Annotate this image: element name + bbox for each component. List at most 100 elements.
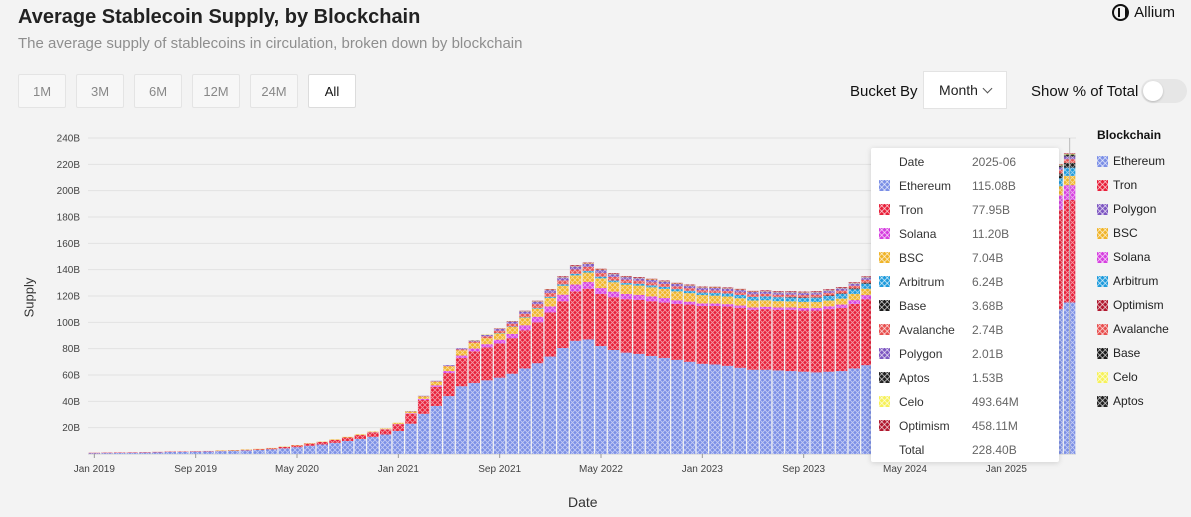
bar-segment-hatch	[721, 288, 734, 291]
bar-segment-hatch	[126, 452, 138, 454]
bar-segment-hatch	[493, 333, 506, 340]
bar-segment-hatch	[481, 380, 493, 454]
bar-segment-hatch	[430, 381, 442, 386]
bar-segment-hatch	[367, 436, 379, 454]
bar-segment-hatch	[772, 294, 784, 298]
diagonal-swatch	[1097, 275, 1108, 287]
bar-segment-hatch	[544, 297, 556, 307]
legend-item-tron[interactable]: Tron	[1097, 173, 1169, 197]
y-tick-label: 20B	[62, 423, 80, 434]
bar-segment-hatch	[709, 287, 721, 291]
bar-segment-hatch	[861, 299, 873, 366]
bar-segment-hatch	[861, 276, 873, 277]
bar-segment-hatch	[620, 276, 632, 280]
bar-segment-hatch	[367, 431, 379, 433]
bar-segment-hatch	[721, 365, 734, 454]
bar-segment-hatch	[493, 343, 506, 378]
bar-segment-hatch	[531, 308, 544, 317]
legend-item-solana[interactable]: Solana	[1097, 245, 1169, 269]
bar-segment-hatch	[823, 300, 835, 307]
tooltip-row-avalanche: Avalanche 2.74B	[871, 318, 1059, 342]
tooltip-series-name: Celo	[899, 395, 924, 409]
bar-segment-hatch	[772, 292, 784, 295]
bar-segment-hatch	[354, 438, 366, 454]
tooltip-series-value: 11.20B	[972, 227, 1010, 241]
bar-segment-hatch	[683, 361, 696, 454]
range-button-all[interactable]: All	[308, 74, 356, 108]
range-button-3m[interactable]: 3M	[76, 74, 124, 108]
x-axis-title: Date	[568, 494, 598, 510]
range-button-6m[interactable]: 6M	[134, 74, 182, 108]
bar-segment-hatch	[468, 340, 480, 342]
bar-segment-hatch	[443, 365, 455, 367]
bar-segment-hatch	[835, 298, 848, 305]
legend-item-optimism[interactable]: Optimism	[1097, 293, 1169, 317]
tooltip-series-value: 6.24B	[972, 275, 1004, 289]
bar-segment-hatch	[544, 289, 556, 290]
tooltip-row-arbitrum: Arbitrum 6.24B	[871, 270, 1059, 294]
bar-segment-hatch	[455, 357, 468, 387]
x-tick-label: Jan 2021	[378, 464, 420, 475]
range-button-1m[interactable]: 1M	[18, 74, 66, 108]
bar-segment-hatch	[531, 316, 544, 323]
bar-segment-hatch	[455, 355, 468, 358]
legend-item-label: Avalanche	[1113, 322, 1169, 336]
bar-segment-hatch	[633, 280, 645, 284]
bar-segment-hatch	[265, 448, 278, 450]
tooltip-swatch-icon	[879, 180, 890, 191]
bar-segment-hatch	[721, 290, 734, 294]
legend-item-polygon[interactable]: Polygon	[1097, 197, 1169, 221]
bar-segment-hatch	[709, 292, 721, 296]
legend-item-aptos[interactable]: Aptos	[1097, 389, 1169, 413]
bar-segment-hatch	[582, 263, 594, 267]
bar-segment-hatch	[645, 301, 658, 356]
bar-segment-hatch	[759, 296, 772, 301]
bar-segment-hatch	[645, 287, 658, 297]
bar-segment-hatch	[468, 351, 480, 383]
bar-segment-hatch	[658, 280, 670, 282]
bar-segment-hatch	[506, 323, 518, 327]
crosshatch-swatch	[1097, 251, 1108, 263]
legend-item-label: Arbitrum	[1113, 274, 1159, 288]
bucket-by-select[interactable]: Month	[923, 71, 1007, 109]
tooltip-swatch-icon	[879, 372, 890, 383]
bar-segment-hatch	[709, 290, 721, 293]
bar-segment-hatch	[278, 447, 290, 449]
bar-segment-hatch	[658, 357, 670, 454]
bar-segment-hatch	[810, 310, 822, 373]
grid-swatch	[1097, 371, 1108, 383]
legend-item-avalanche[interactable]: Avalanche	[1097, 317, 1169, 341]
legend-item-base[interactable]: Base	[1097, 341, 1169, 365]
legend-item-label: Optimism	[1113, 298, 1164, 312]
legend-item-celo[interactable]: Celo	[1097, 365, 1169, 389]
y-tick-label: 60B	[62, 371, 80, 382]
legend-item-bsc[interactable]: BSC	[1097, 221, 1169, 245]
bar-segment-hatch	[633, 277, 645, 278]
bar-segment-hatch	[240, 449, 252, 451]
bar-segment-hatch	[316, 442, 328, 445]
bar-segment-hatch	[607, 280, 620, 283]
show-percent-toggle[interactable]	[1141, 79, 1187, 103]
range-button-24m[interactable]: 24M	[250, 74, 298, 108]
bar-segment-hatch	[531, 301, 544, 305]
legend-item-arbitrum[interactable]: Arbitrum	[1097, 269, 1169, 293]
bar-segment-hatch	[607, 297, 620, 350]
bar-segment-hatch	[202, 451, 214, 454]
bar-segment-hatch	[519, 368, 531, 454]
bar-segment-hatch	[734, 298, 746, 306]
bar-segment-hatch	[861, 282, 873, 284]
bar-segment-hatch	[696, 286, 708, 288]
y-tick-label: 200B	[57, 186, 81, 197]
bar-segment-hatch	[633, 285, 645, 295]
tooltip-row-bsc: BSC 7.04B	[871, 246, 1059, 270]
bar-segment-hatch	[671, 359, 683, 454]
bar-segment-hatch	[747, 290, 759, 292]
bucket-by-value: Month	[939, 82, 978, 98]
bar-segment-hatch	[797, 295, 810, 298]
bar-segment-hatch	[810, 294, 822, 298]
y-tick-label: 40B	[62, 397, 80, 408]
y-axis-title: Supply	[21, 277, 37, 318]
range-button-12m[interactable]: 12M	[192, 74, 240, 108]
legend-item-ethereum[interactable]: Ethereum	[1097, 149, 1169, 173]
y-tick-label: 180B	[57, 213, 81, 224]
